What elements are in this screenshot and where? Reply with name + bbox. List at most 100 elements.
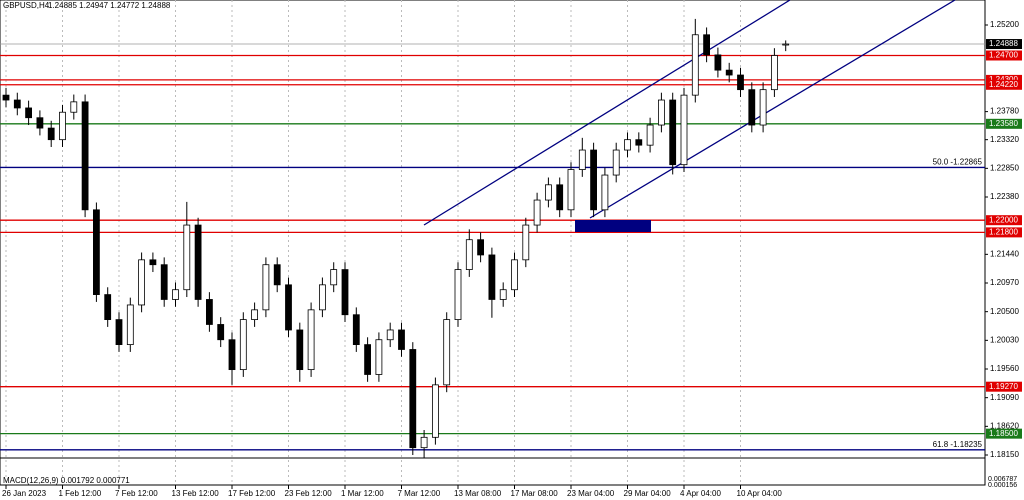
level-tag-label: 1.24300 — [989, 75, 1018, 84]
macd-scale: 0.006787 — [988, 476, 1017, 483]
level-tag-box — [986, 428, 1022, 439]
level-tag-box — [986, 79, 1022, 90]
level-tag: 1.24700 — [986, 50, 1022, 61]
level-tag-box — [986, 50, 1022, 61]
y-tick-label: 1.22380 — [990, 192, 1019, 201]
candle-body — [511, 259, 518, 291]
candle-body — [624, 139, 631, 151]
x-tick-label: 29 Mar 04:00 — [624, 489, 672, 498]
candle-body — [172, 289, 179, 300]
candle-body — [522, 224, 530, 261]
x-tick-label: 10 Apr 04:00 — [737, 489, 783, 498]
level-tag-label: 1.23580 — [989, 119, 1018, 128]
y-tick-label: 1.25200 — [990, 20, 1019, 29]
candle-body — [341, 269, 349, 316]
candle-body — [545, 184, 552, 201]
candle-body — [691, 34, 699, 96]
candle-body — [251, 309, 259, 320]
y-tick-label: 1.18620 — [990, 421, 1019, 430]
candle-body — [375, 339, 383, 375]
level-tag-label: 1.24888 — [989, 39, 1018, 48]
y-tick-label: 1.21440 — [990, 249, 1019, 258]
candle-body — [612, 149, 620, 176]
level-tag-box — [986, 39, 1022, 50]
level-tag-box — [986, 227, 1022, 238]
candle-body — [160, 264, 168, 300]
candle-body — [771, 55, 778, 91]
candle-body — [477, 239, 485, 256]
candle-body — [748, 89, 756, 126]
candle-body — [70, 101, 78, 113]
candle-body — [330, 269, 338, 286]
macd-scale: 0.000156 — [988, 482, 1017, 489]
candle-body — [296, 329, 304, 371]
plot-frame — [0, 0, 986, 486]
level-tag: 1.24888 — [986, 39, 1022, 50]
candle-body — [635, 139, 643, 146]
level-tag-label: 1.21800 — [989, 227, 1018, 236]
level-tag: 1.19270 — [986, 381, 1022, 392]
y-tick-label: 1.20970 — [990, 278, 1019, 287]
candle-body — [364, 344, 372, 375]
candle-body — [759, 89, 767, 126]
candle-body — [431, 384, 439, 438]
level-tag: 1.18500 — [986, 428, 1022, 439]
x-tick-label: 23 Mar 04:00 — [567, 489, 615, 498]
candle-body — [205, 299, 213, 325]
candle-body — [115, 319, 123, 346]
candle-body — [149, 259, 157, 266]
candle-body — [25, 107, 33, 119]
candle-body — [13, 99, 21, 109]
level-tag-label: 1.22000 — [989, 215, 1018, 224]
level-tag-box — [986, 118, 1022, 129]
candle-body — [499, 289, 507, 300]
symbol: GBPUSD,H4 — [3, 1, 50, 10]
level-tag: 1.21800 — [986, 227, 1022, 238]
y-tick-label: 1.19090 — [990, 393, 1019, 402]
candle-body — [443, 319, 451, 386]
candles — [2, 18, 790, 459]
candle-body — [590, 149, 597, 211]
candle-body — [782, 43, 790, 46]
level-tag: 1.23580 — [986, 118, 1022, 129]
quote: 1.24885 1.24947 1.24772 1.24888 — [48, 1, 171, 10]
candle-body — [307, 309, 315, 371]
level-tag: 1.22000 — [986, 215, 1022, 226]
x-tick-label: 1 Feb 12:00 — [59, 489, 102, 498]
x-tick-label: 7 Feb 12:00 — [115, 489, 158, 498]
candle-body — [409, 349, 417, 449]
y-tick-label: 1.18150 — [990, 450, 1019, 459]
candle-body — [352, 314, 360, 346]
x-tick-label: 13 Feb 12:00 — [172, 489, 220, 498]
y-tick-label: 1.23780 — [990, 107, 1019, 116]
candle-body — [138, 259, 146, 306]
candle-body — [183, 224, 191, 291]
y-tick-label: 1.20500 — [990, 307, 1019, 316]
level-text: 50.0 -1.22865 — [933, 158, 983, 167]
candle-body — [81, 101, 89, 211]
y-tick-label: 1.19560 — [990, 364, 1019, 373]
level-tag-label: 1.18500 — [989, 429, 1018, 438]
x-tick-label: 1 Mar 12:00 — [341, 489, 384, 498]
candle-body — [488, 254, 496, 300]
candle-body — [669, 99, 677, 166]
candle-body — [703, 34, 710, 56]
x-tick-label: 7 Mar 12:00 — [398, 489, 441, 498]
level-tag-label: 1.24700 — [989, 51, 1018, 60]
candle-body — [714, 54, 722, 71]
candle-body — [465, 239, 473, 270]
x-tick-label: 4 Apr 04:00 — [680, 489, 721, 498]
candle-body — [578, 149, 586, 170]
candle-body — [93, 209, 100, 295]
candle-body — [646, 124, 654, 146]
candle-body — [567, 169, 575, 211]
x-tick-label: 26 Jan 2023 — [2, 489, 47, 498]
y-tick-label: 1.22850 — [990, 163, 1019, 172]
candle-body — [36, 117, 44, 129]
candle-body — [398, 329, 405, 350]
candle-body — [273, 264, 281, 286]
candle-body — [556, 184, 564, 211]
level-tag: 1.24220 — [986, 79, 1022, 90]
